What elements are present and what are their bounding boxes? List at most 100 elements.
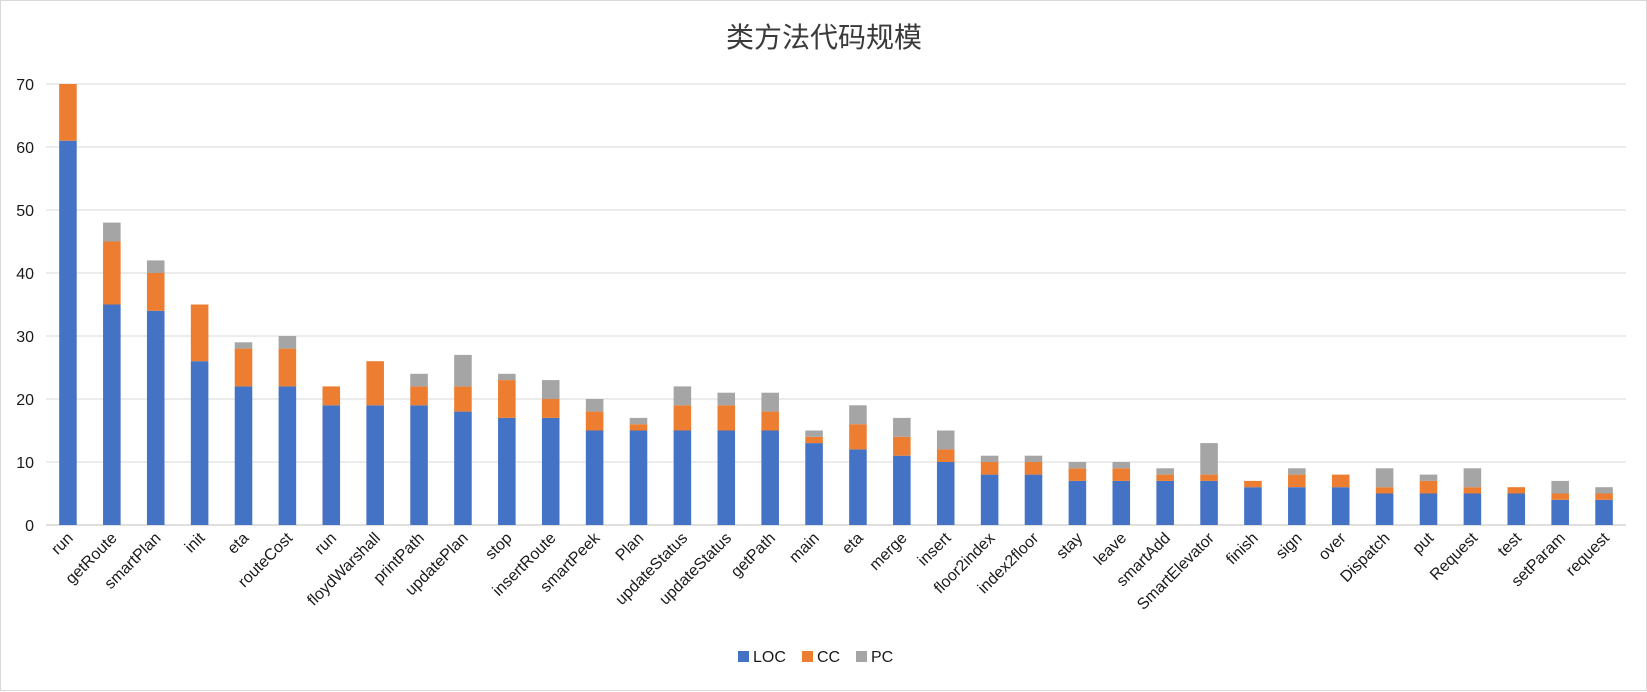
bar-pc xyxy=(1024,455,1043,462)
bar-cc xyxy=(585,411,604,431)
bar-cc xyxy=(190,304,209,362)
bar-loc xyxy=(1419,493,1438,525)
bar-pc xyxy=(1112,462,1131,469)
y-tick-label: 70 xyxy=(16,77,34,94)
bar-cc xyxy=(980,462,999,475)
bar-pc xyxy=(849,405,867,425)
y-tick-label: 40 xyxy=(16,266,34,283)
bar-cc xyxy=(366,361,384,406)
bar-pc xyxy=(936,430,955,450)
bar-pc xyxy=(498,373,516,381)
y-tick-label: 60 xyxy=(16,140,34,157)
bar-loc xyxy=(1068,480,1087,525)
x-tick-label: sign xyxy=(1273,530,1306,563)
bar-loc xyxy=(454,411,472,525)
bar-loc xyxy=(1288,487,1306,525)
bar-loc xyxy=(629,430,648,525)
x-tick-label: run xyxy=(312,530,340,558)
bar-cc xyxy=(454,386,472,412)
legend-item-pc: PC xyxy=(856,649,893,666)
bar-loc xyxy=(980,474,999,525)
bar-pc xyxy=(1595,487,1613,494)
bar-loc xyxy=(1200,480,1218,525)
bar-cc xyxy=(1331,474,1350,488)
x-tick-label: finish xyxy=(1223,530,1261,568)
bar-cc xyxy=(1200,474,1218,481)
bar-cc xyxy=(1156,474,1174,481)
bar-loc xyxy=(1595,499,1613,525)
bar-loc xyxy=(1331,487,1350,525)
bar-loc xyxy=(322,405,341,525)
bar-pc xyxy=(980,455,999,462)
bar-loc xyxy=(1375,493,1394,525)
bar-cc xyxy=(1068,468,1087,481)
x-tick-label: test xyxy=(1495,529,1526,560)
bar-pc xyxy=(585,399,604,412)
x-tick-label: init xyxy=(182,529,209,556)
bar-loc xyxy=(761,430,779,525)
y-tick-label: 10 xyxy=(16,455,34,472)
bar-pc xyxy=(1288,468,1306,475)
bar-pc xyxy=(103,222,121,242)
bar-pc xyxy=(1551,480,1569,494)
legend: LOC CC PC xyxy=(738,649,893,666)
bar-loc xyxy=(103,304,121,525)
bar-loc xyxy=(936,462,955,525)
bar-cc xyxy=(103,241,121,305)
bar-cc xyxy=(673,405,692,431)
bar-loc xyxy=(541,417,560,525)
bar-cc xyxy=(1463,487,1482,494)
bar-cc xyxy=(761,411,779,431)
bar-loc xyxy=(278,386,297,525)
bar-loc xyxy=(410,405,428,525)
bar-cc xyxy=(1112,468,1131,481)
bar-cc xyxy=(1507,487,1526,494)
chart-title: 类方法代码规模 xyxy=(726,21,922,54)
x-tick-label: run xyxy=(48,530,76,558)
bar-cc xyxy=(1595,493,1613,500)
x-tick-label: getPath xyxy=(728,530,779,581)
x-tick-label: over xyxy=(1316,529,1351,564)
x-tick-label: request xyxy=(1563,529,1613,579)
bar-cc xyxy=(498,380,516,418)
legend-label: CC xyxy=(817,649,840,666)
bar-loc xyxy=(190,361,209,525)
bar-cc xyxy=(629,424,648,431)
x-tick-label: Request xyxy=(1427,529,1482,584)
bar-cc xyxy=(1024,462,1043,475)
bar-loc xyxy=(59,140,77,525)
legend-swatch xyxy=(738,651,749,662)
legend-swatch xyxy=(856,651,867,662)
y-tick-label: 30 xyxy=(16,329,34,346)
y-tick-label: 0 xyxy=(25,518,34,535)
x-tick-label: Plan xyxy=(613,530,648,565)
bar-pc xyxy=(1375,468,1394,488)
gridlines xyxy=(46,83,1626,526)
legend-swatch xyxy=(802,651,813,662)
bar-pc xyxy=(717,392,736,406)
x-tick-label: put xyxy=(1410,529,1438,557)
bar-cc xyxy=(717,405,736,431)
bar-loc xyxy=(146,310,165,525)
bar-loc xyxy=(717,430,736,525)
bar-pc xyxy=(629,417,648,425)
bar-loc xyxy=(1244,487,1262,525)
bar-pc xyxy=(1068,462,1087,469)
x-tick-label: SmartElevator xyxy=(1134,529,1218,613)
legend-item-cc: CC xyxy=(802,649,840,666)
legend-label: PC xyxy=(871,649,893,666)
bar-loc xyxy=(366,405,384,525)
x-tick-label: eta xyxy=(839,530,867,558)
x-tick-label: leave xyxy=(1091,530,1130,569)
y-tick-label: 50 xyxy=(16,203,34,220)
bar-pc xyxy=(1200,443,1218,475)
bar-pc xyxy=(1156,468,1174,475)
bar-pc xyxy=(673,386,692,406)
x-tick-label: insert xyxy=(915,529,955,569)
bar-pc xyxy=(234,342,253,349)
x-tick-label: main xyxy=(786,530,823,567)
bar-loc xyxy=(234,386,253,525)
bar-cc xyxy=(541,399,560,418)
bar-loc xyxy=(893,455,911,525)
